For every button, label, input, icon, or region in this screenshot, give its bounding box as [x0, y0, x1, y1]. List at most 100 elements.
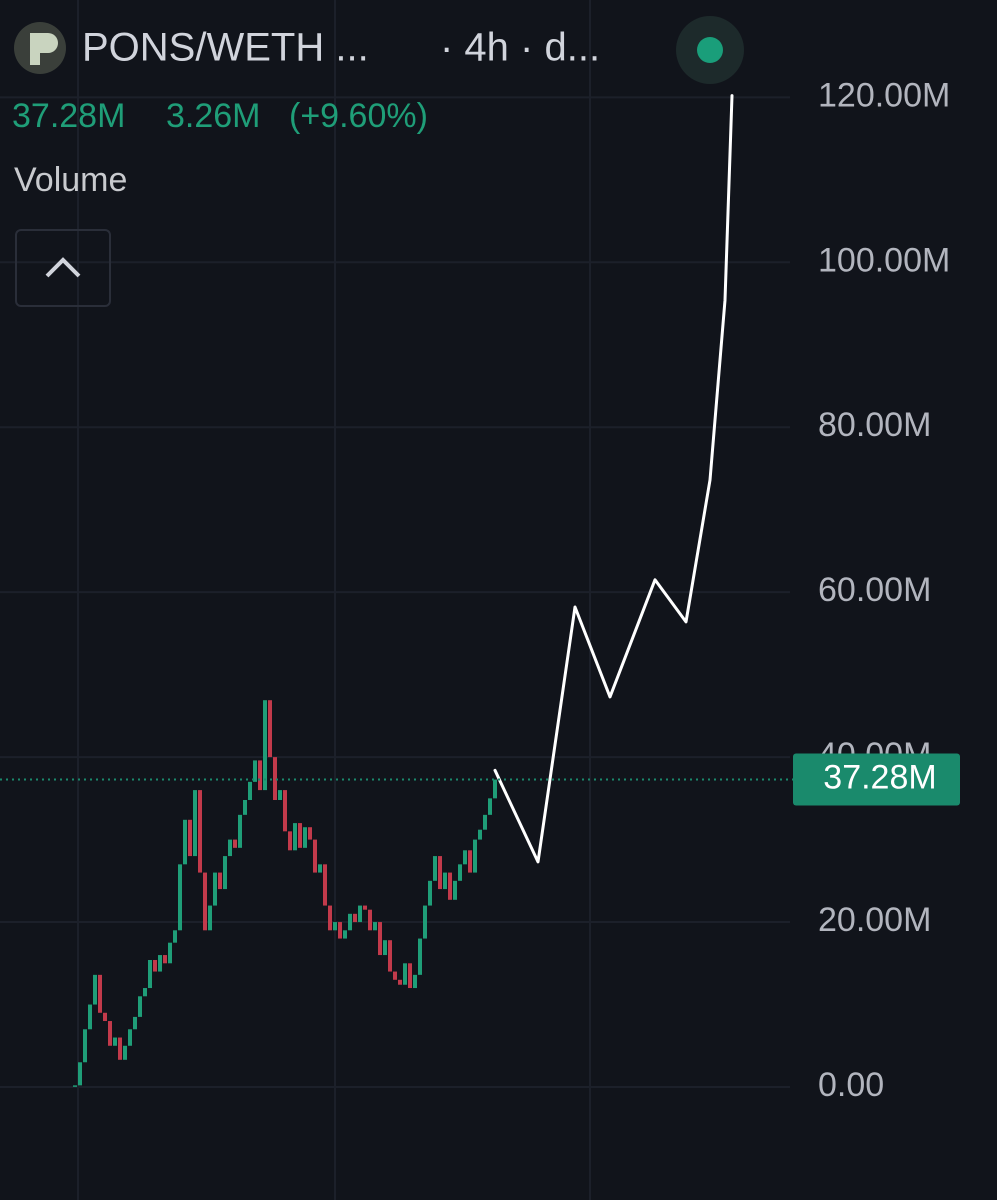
- candle: [433, 856, 437, 881]
- candle: [323, 864, 327, 906]
- y-tick-label: 0.00: [818, 1066, 884, 1104]
- candle: [218, 872, 222, 890]
- candle: [298, 823, 302, 848]
- candle: [313, 839, 317, 873]
- plot: [73, 94, 734, 1087]
- candle: [443, 872, 447, 890]
- candle: [223, 856, 227, 890]
- candle: [138, 996, 142, 1017]
- candle: [253, 760, 257, 782]
- candle: [333, 922, 337, 931]
- candle: [173, 930, 177, 943]
- candle: [368, 909, 372, 931]
- candle: [393, 971, 397, 980]
- grid: [0, 96, 790, 1089]
- candle: [418, 938, 422, 975]
- candle: [243, 800, 247, 815]
- candle: [458, 864, 462, 881]
- y-tick-label: 60.00M: [818, 571, 931, 609]
- candle: [398, 979, 402, 985]
- candle: [438, 856, 442, 890]
- candle: [303, 827, 307, 848]
- last-price-tag: [793, 753, 960, 806]
- candle: [108, 1021, 112, 1046]
- candle: [353, 913, 357, 923]
- candle: [213, 872, 217, 906]
- chevron-icon: [45, 257, 81, 278]
- candle: [328, 905, 332, 931]
- candle: [428, 880, 432, 906]
- candle: [408, 963, 412, 989]
- candle: [133, 1016, 137, 1030]
- token-logo-icon: [30, 33, 58, 65]
- candle: [468, 850, 472, 873]
- candle: [158, 955, 162, 972]
- candle: [203, 872, 207, 931]
- candle: [448, 872, 452, 900]
- status-dot: [697, 37, 723, 63]
- candle: [258, 760, 262, 791]
- candle: [453, 880, 457, 900]
- candle: [208, 905, 212, 931]
- overlay: 0.0020.00M40.00M60.00M80.00M100.00M120.0…: [0, 76, 960, 1104]
- candle: [83, 1029, 87, 1063]
- change-pct: (+9.60%): [289, 97, 428, 135]
- candle: [248, 781, 252, 800]
- candle: [233, 839, 237, 848]
- candle: [168, 942, 172, 964]
- change: 3.26M: [166, 97, 261, 135]
- interval: · 4h · d...: [440, 26, 600, 70]
- candle: [238, 814, 242, 848]
- candle: [483, 814, 487, 830]
- candle: [93, 974, 97, 1005]
- candle: [308, 827, 312, 840]
- candle: [113, 1037, 117, 1046]
- candle: [388, 940, 392, 972]
- candle: [283, 790, 287, 832]
- last-value: 37.28M: [12, 97, 125, 135]
- candle: [413, 974, 417, 989]
- candle: [228, 839, 232, 857]
- candle: [363, 905, 367, 910]
- y-tick-label: 100.00M: [818, 241, 950, 279]
- candle: [148, 960, 152, 989]
- candle: [88, 1004, 92, 1030]
- drawn-line: [493, 94, 734, 864]
- candle: [343, 930, 347, 939]
- indicator-label: Volume: [14, 161, 127, 199]
- candle: [358, 905, 362, 923]
- candle: [263, 700, 267, 791]
- candle: [348, 913, 352, 931]
- candle: [188, 819, 192, 857]
- last-price-label: 37.28M: [823, 759, 936, 797]
- candle: [128, 1029, 132, 1046]
- candle: [403, 963, 407, 985]
- candle: [273, 757, 277, 800]
- collapse-button[interactable]: [15, 229, 111, 307]
- y-tick-label: 120.00M: [818, 76, 950, 114]
- candle: [373, 922, 377, 931]
- candle: [143, 988, 147, 997]
- candle: [488, 798, 492, 815]
- candle: [123, 1045, 127, 1060]
- candle: [493, 779, 497, 799]
- candle: [198, 790, 202, 873]
- candle: [78, 1062, 82, 1086]
- candle: [288, 831, 292, 851]
- candle: [193, 790, 197, 857]
- candle: [423, 905, 427, 939]
- candle: [338, 922, 342, 939]
- candle: [383, 940, 387, 956]
- candle: [293, 823, 297, 851]
- y-tick-label: 80.00M: [818, 406, 931, 444]
- y-tick-label: 20.00M: [818, 901, 931, 939]
- candle: [163, 955, 167, 964]
- candle: [278, 790, 282, 800]
- candle: [103, 1012, 107, 1022]
- candle: [268, 700, 272, 758]
- candle: [183, 819, 187, 865]
- candle: [478, 829, 482, 840]
- candle: [463, 850, 467, 865]
